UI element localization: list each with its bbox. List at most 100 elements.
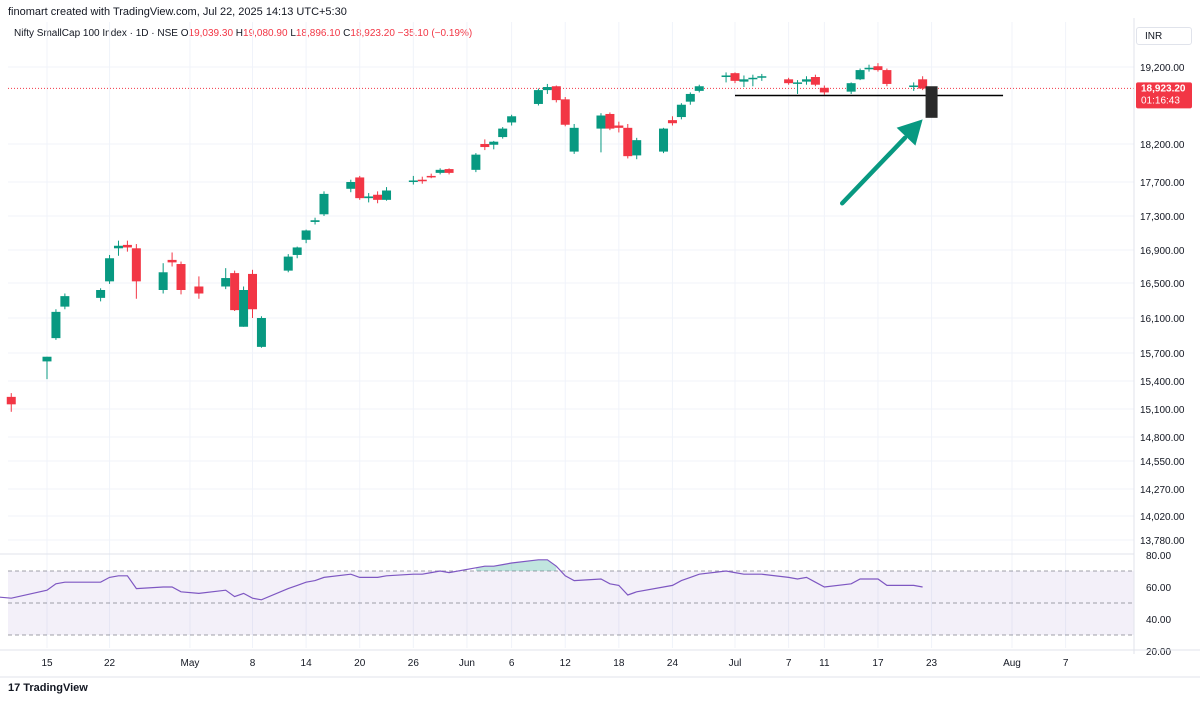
candle-body [918,79,928,89]
candle[interactable] [507,114,517,126]
candle[interactable] [739,75,749,88]
candle[interactable] [283,254,293,273]
candle[interactable] [221,268,231,290]
candle[interactable] [444,168,454,175]
candle[interactable] [605,112,615,131]
trend-arrow-head [896,119,923,146]
candle[interactable] [659,127,669,154]
candle-body [632,140,642,156]
candle[interactable] [301,229,311,244]
candle[interactable] [694,84,704,93]
price-tick-label: 14,020.00 [1140,512,1185,523]
candle[interactable] [498,127,508,139]
candle[interactable] [256,316,266,348]
candle[interactable] [408,175,418,185]
time-tick-label: 14 [301,658,313,669]
candle[interactable] [533,88,543,106]
candle[interactable] [855,68,865,81]
currency-selector[interactable]: INR [1136,27,1192,45]
candle[interactable] [230,270,240,311]
candle[interactable] [42,356,52,380]
candle-body [230,273,240,311]
candle-body [882,70,892,84]
candle-body [569,127,579,152]
candle[interactable] [417,176,427,184]
candle-body [605,113,615,129]
candle[interactable] [122,240,132,252]
candle[interactable] [167,252,177,267]
last-price-tag [1136,82,1192,109]
candle[interactable] [918,76,928,91]
candle-body [346,182,356,189]
candle[interactable] [784,77,794,85]
candle[interactable] [667,116,677,126]
candle[interactable] [373,191,383,204]
candle[interactable] [435,168,445,175]
rsi-tick-label: 20.00 [1146,647,1171,658]
candle[interactable] [909,82,919,91]
candle[interactable] [810,74,820,87]
candle-body [122,244,132,248]
high-value: 19,080.90 [243,28,288,39]
candle[interactable] [194,276,204,299]
price-tick-label: 15,700.00 [1140,349,1185,360]
candle[interactable] [480,139,490,151]
candle-body [533,90,543,104]
candle[interactable] [551,85,561,103]
candle-body [248,273,258,310]
candle[interactable] [355,175,365,200]
candle[interactable] [489,140,499,150]
candle[interactable] [623,123,633,159]
candle[interactable] [560,97,570,127]
candle-body [221,278,231,287]
time-tick-label: 8 [250,658,256,669]
candle[interactable] [292,246,302,259]
candle[interactable] [113,240,123,256]
candle[interactable] [676,103,686,120]
candle[interactable] [757,73,767,81]
candle[interactable] [346,179,356,193]
candle[interactable] [248,269,258,318]
candle[interactable] [846,82,856,94]
symbol-name: Nifty SmallCap 100 Index · 1D · NSE [14,28,178,39]
candle[interactable] [364,193,374,203]
candle[interactable] [158,263,168,294]
candle[interactable] [864,64,874,72]
candle[interactable] [748,74,758,87]
candle[interactable] [685,92,695,105]
candle[interactable] [569,123,579,154]
candle[interactable] [319,191,329,216]
time-tick-label: 26 [408,658,420,669]
candle[interactable] [721,72,731,83]
candle[interactable] [596,113,606,153]
time-tick-label: 22 [104,658,116,669]
candle[interactable] [542,83,552,94]
candle[interactable] [60,293,70,310]
candle[interactable] [96,288,106,302]
candle[interactable] [819,85,829,95]
candle[interactable] [382,187,392,201]
candle[interactable] [614,121,624,133]
candle[interactable] [6,393,16,412]
candle[interactable] [51,309,61,340]
candle-body [560,99,570,125]
candle[interactable] [105,254,115,284]
candle-body [471,154,481,170]
time-tick-label: 6 [509,658,515,669]
candle[interactable] [176,261,186,295]
candle[interactable] [632,137,642,160]
candle[interactable] [801,76,811,85]
candle[interactable] [873,63,883,72]
candle[interactable] [310,217,320,225]
candle[interactable] [882,68,892,87]
price-tick-label: 14,550.00 [1140,457,1185,468]
candle[interactable] [426,173,436,179]
candle[interactable] [131,244,141,299]
candle[interactable] [730,72,740,84]
candle[interactable] [239,286,249,327]
candle-body [507,116,517,123]
candle[interactable] [793,80,803,94]
candle[interactable] [471,153,481,173]
candle-body [42,356,52,362]
